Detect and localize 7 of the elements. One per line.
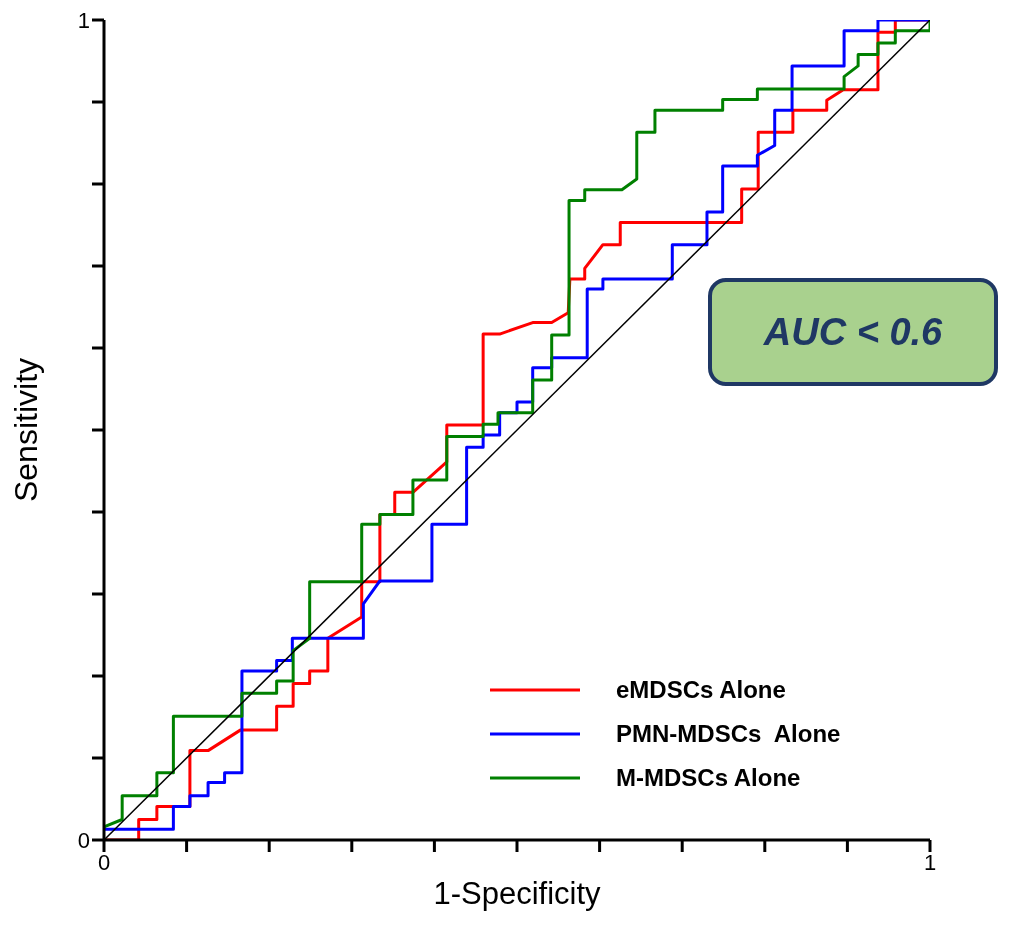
annotation: AUC < 0.6 — [763, 310, 943, 354]
rounded-box: AUC < 0.6 — [708, 278, 998, 386]
x-axis-title: 1-Specificity — [433, 876, 602, 911]
legend-label: PMN-MDSCs Alone — [616, 720, 841, 748]
legend-label: M-MDSCs Alone — [616, 764, 801, 792]
y-axis-title: Sensitivity — [8, 357, 45, 503]
legend-label: eMDSCs Alone — [616, 676, 786, 704]
